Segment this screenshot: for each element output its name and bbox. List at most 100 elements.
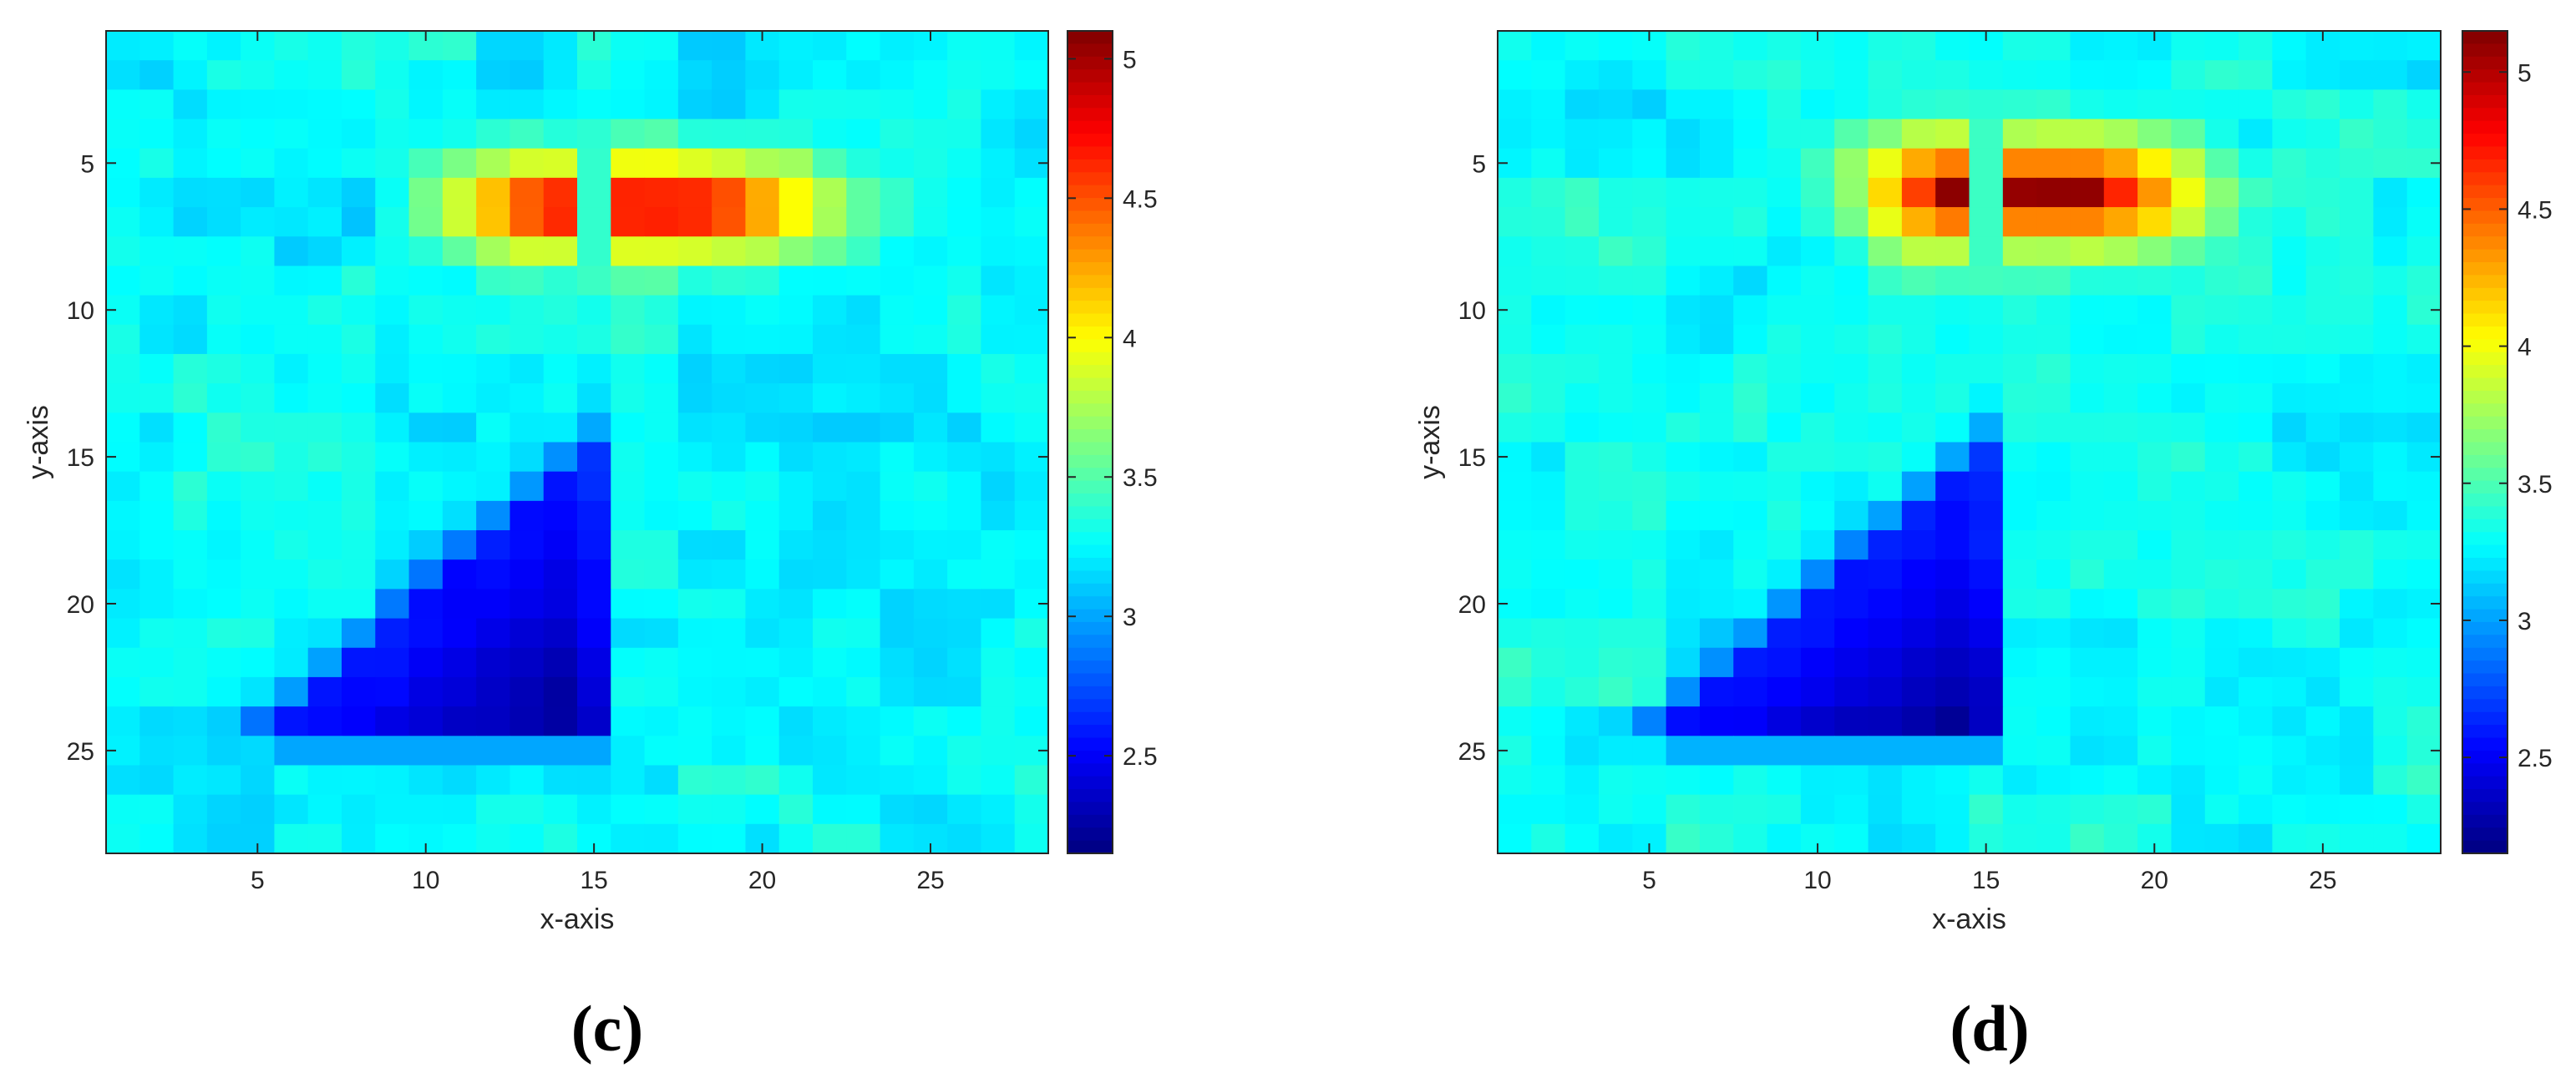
heatmap-cell [274,89,309,120]
heatmap-cell [1014,530,1049,560]
heatmap-cell [241,353,276,384]
heatmap-cell [2406,794,2442,825]
heatmap-cell [2272,589,2307,620]
heatmap-cell [1901,559,1936,590]
heatmap-cell [2272,148,2307,179]
heatmap-cell [577,736,611,767]
heatmap-cell [2305,207,2340,237]
heatmap-cell [476,589,511,620]
heatmap-cell [1767,676,1802,707]
heatmap-cell [677,647,712,678]
heatmap-cell [2406,177,2442,208]
heatmap-cell [1498,266,1532,296]
heatmap-cell [1767,148,1802,179]
heatmap-cell [1767,589,1802,620]
heatmap-cell [1800,412,1835,443]
heatmap-cell [778,383,814,413]
heatmap-cell [1632,559,1667,590]
heatmap-cell [677,324,712,355]
heatmap-cell [1014,500,1049,531]
colorbar-swatch [1067,647,1113,661]
heatmap-cell [2171,353,2206,384]
heatmap-cell [408,324,444,355]
heatmap-cell [1014,207,1049,237]
heatmap-cell [712,324,747,355]
colorbar-swatch [2462,172,2508,186]
heatmap-cell [2103,765,2138,796]
heatmap-cell [1800,383,1835,413]
heatmap-cell [2272,647,2307,678]
heatmap-cell [543,383,578,413]
heatmap-cell [577,530,611,560]
heatmap-cell [2171,530,2206,560]
colorbar-swatch [2462,647,2508,661]
heatmap-cell [1733,794,1768,825]
heatmap-cell [1868,530,1903,560]
heatmap-cell [1598,794,1633,825]
heatmap-cell [1531,266,1566,296]
heatmap-cell [510,442,545,473]
heatmap-cell [1969,383,2004,413]
colorbar-swatch [1067,223,1113,237]
heatmap-cell [241,324,276,355]
heatmap-cell [1935,119,1970,149]
heatmap-cell [1564,559,1600,590]
colorbar-swatch [1067,339,1113,353]
heatmap-cell [2002,383,2037,413]
x-axis-label: x-axis [1932,903,2006,935]
heatmap-cell [947,736,982,767]
heatmap-cell [2272,60,2307,90]
heatmap-cell [139,236,175,267]
colorbar-swatch [1067,249,1113,263]
heatmap-cell [1699,60,1734,90]
heatmap-cell [1733,412,1768,443]
heatmap-cell [1800,589,1835,620]
heatmap-cell [274,236,309,267]
heatmap-cell [375,266,410,296]
heatmap-cell [173,823,208,854]
heatmap-cell [1800,119,1835,149]
heatmap-cell [1666,236,1701,267]
heatmap-cell [408,676,444,707]
heatmap-cell [745,530,780,560]
heatmap-cell [1969,119,2004,149]
heatmap-cell [1598,530,1633,560]
heatmap-cell [2171,148,2206,179]
heatmap-cell [2137,266,2173,296]
heatmap-cell [1014,383,1049,413]
heatmap-cell [577,706,611,736]
colorbar-swatch [2462,506,2508,520]
heatmap-cell [1014,706,1049,736]
heatmap-cell [677,530,712,560]
heatmap-cell [408,60,444,90]
heatmap-cell [2239,89,2273,120]
heatmap-cell [2373,148,2408,179]
heatmap-cell [2036,647,2071,678]
heatmap-cell [2070,119,2105,149]
heatmap-cell [712,559,747,590]
heatmap-cell [1868,706,1903,736]
heatmap-cell [241,383,276,413]
heatmap-cell [1699,295,1734,326]
heatmap-cell [1868,589,1903,620]
heatmap-cell [2305,266,2340,296]
heatmap-cell [1531,236,1566,267]
heatmap-cell [1531,647,1566,678]
heatmap-cell [2340,60,2374,90]
heatmap-cell [2406,60,2442,90]
heatmap-cell [644,736,679,767]
heatmap-cell [2340,736,2374,767]
heatmap-cell [2272,383,2307,413]
colorbar-swatch [1067,570,1113,584]
heatmap-cell [2036,676,2071,707]
heatmap-cell [1699,383,1734,413]
heatmap-cell [139,412,175,443]
heatmap-cell [2340,589,2374,620]
heatmap-cell [2171,765,2206,796]
heatmap-cell [173,324,208,355]
heatmap-cell [644,295,679,326]
heatmap-cell [476,500,511,531]
heatmap-cell [2239,559,2273,590]
heatmap-cell [1498,177,1532,208]
heatmap-cell [342,207,376,237]
